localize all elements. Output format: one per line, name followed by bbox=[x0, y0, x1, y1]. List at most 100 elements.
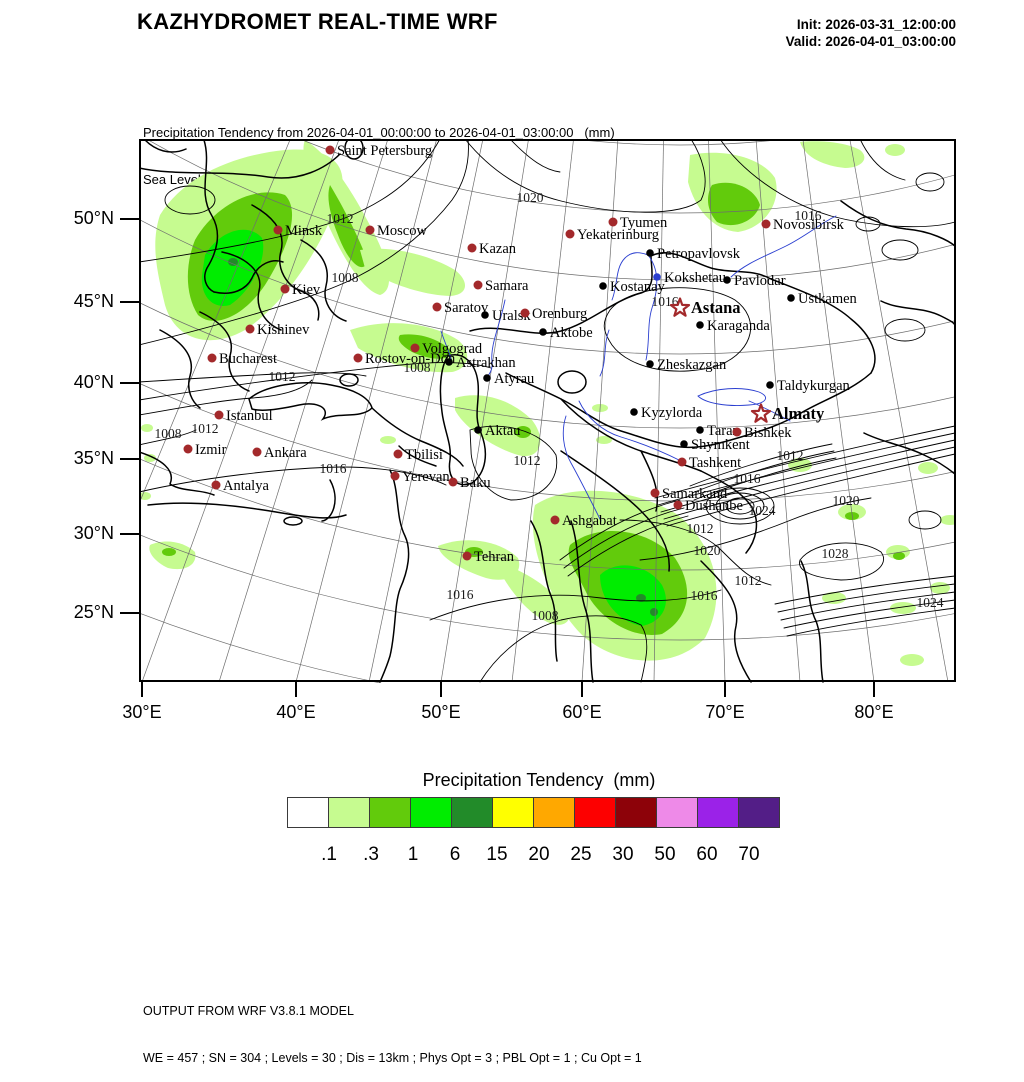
country-border bbox=[147, 502, 347, 519]
city-marker-ankara bbox=[252, 447, 262, 457]
city-marker-shymkent bbox=[680, 440, 688, 448]
pressure-contour-loop bbox=[915, 172, 945, 192]
city-label-karaganda: Karaganda bbox=[707, 318, 770, 334]
city-marker-kyzylorda bbox=[630, 408, 638, 416]
city-marker-orenburg bbox=[520, 308, 530, 318]
x-axis-tick bbox=[724, 682, 726, 697]
precip-patch-light bbox=[885, 144, 905, 156]
city-marker-astana bbox=[669, 297, 691, 317]
country-border bbox=[144, 139, 187, 153]
y-axis-label: 50°N bbox=[73, 208, 114, 228]
valid-time: Valid: 2026-04-01_03:00:00 bbox=[785, 34, 956, 49]
city-label-ashgabat: Ashgabat bbox=[562, 513, 617, 529]
city-label-dushanbe: Dushanbe bbox=[685, 498, 743, 514]
city-label-astrakhan: Astrakhan bbox=[456, 355, 516, 371]
country-border bbox=[863, 432, 956, 475]
x-axis-label: 30°E bbox=[122, 702, 162, 722]
y-axis-tick bbox=[120, 382, 139, 384]
country-border bbox=[139, 451, 215, 496]
country-border bbox=[300, 239, 347, 322]
model-info-line2: WE = 457 ; SN = 304 ; Levels = 30 ; Dis … bbox=[143, 1050, 642, 1065]
city-marker-baku bbox=[448, 477, 458, 487]
pressure-contour bbox=[139, 139, 441, 263]
legend-color-box-11 bbox=[738, 797, 780, 828]
legend-color-box-2 bbox=[369, 797, 411, 828]
city-label-kazan: Kazan bbox=[479, 241, 517, 257]
pressure-contour bbox=[479, 615, 648, 683]
river bbox=[697, 388, 767, 406]
city-marker-yerevan bbox=[390, 471, 400, 481]
river bbox=[485, 299, 506, 379]
run-times: Init: 2026-03-31_12:00:00 Valid: 2026-04… bbox=[600, 16, 956, 50]
country-border bbox=[213, 260, 284, 294]
pressure-label-1012: 1012 bbox=[735, 573, 762, 588]
pressure-contour bbox=[509, 139, 561, 173]
city-label-antalya: Antalya bbox=[223, 478, 269, 494]
city-label-istanbul: Istanbul bbox=[226, 408, 273, 424]
pressure-contour bbox=[139, 466, 447, 493]
city-marker-novosibirsk bbox=[761, 219, 771, 229]
precip-patch-light bbox=[930, 582, 950, 594]
country-border bbox=[700, 470, 758, 554]
city-label-zheskazgan: Zheskazgan bbox=[657, 357, 727, 373]
city-marker-istanbul bbox=[214, 410, 224, 420]
country-border bbox=[840, 200, 956, 247]
legend-color-box-6 bbox=[533, 797, 575, 828]
pressure-label-1020: 1020 bbox=[517, 190, 544, 205]
city-label-almaty: Almaty bbox=[772, 404, 825, 423]
parallel-65n bbox=[571, 139, 789, 146]
precip-patch-mid bbox=[515, 426, 531, 438]
parallel-50n bbox=[139, 218, 956, 355]
precip-patch-bright bbox=[201, 229, 264, 306]
map-layers: 1020 1012 1008 1016 1016 1008 1012 1012 1008 1016… bbox=[139, 139, 956, 683]
precip-patch-light bbox=[800, 141, 865, 168]
pressure-contour bbox=[786, 607, 956, 637]
legend-tick-label: 15 bbox=[486, 844, 508, 865]
city-label-tehran: Tehran bbox=[474, 549, 515, 565]
city-marker-tashkent bbox=[677, 457, 687, 467]
country-border bbox=[321, 479, 336, 522]
legend-tick-label: 30 bbox=[612, 844, 634, 865]
pressure-label-1012: 1012 bbox=[514, 453, 541, 468]
city-label-saint-petersburg: Saint Petersburg bbox=[337, 143, 432, 159]
country-border bbox=[640, 450, 659, 512]
city-marker-yekaterinburg bbox=[565, 229, 575, 239]
city-label-tbilisi: Tbilisi bbox=[405, 447, 443, 463]
legend-color-box-10 bbox=[697, 797, 739, 828]
legend-tick-label: 70 bbox=[738, 844, 760, 865]
pressure-contour bbox=[559, 499, 681, 561]
field-line-precip: Precipitation Tendency from 2026-04-01_0… bbox=[143, 125, 615, 140]
city-marker-karaganda bbox=[696, 321, 704, 329]
city-label-minsk: Minsk bbox=[285, 223, 323, 239]
precip-patch-light bbox=[144, 454, 156, 462]
meridian-35e bbox=[218, 139, 389, 683]
pressure-label-1016: 1016 bbox=[691, 588, 718, 603]
precip-patch-mid bbox=[328, 185, 368, 268]
precip-patch-light bbox=[380, 436, 396, 444]
city-label-izmir: Izmir bbox=[195, 442, 227, 458]
pressure-label-1028: 1028 bbox=[822, 546, 849, 561]
y-axis-tick bbox=[120, 533, 139, 535]
city-label-volgograd: Volgograd bbox=[422, 341, 483, 357]
country-border bbox=[439, 354, 487, 486]
city-label-tashkent: Tashkent bbox=[689, 455, 741, 471]
pressure-contour bbox=[691, 450, 835, 494]
pressure-contour bbox=[139, 429, 197, 446]
meridian-75e bbox=[755, 139, 801, 683]
pressure-contour-loop bbox=[855, 216, 881, 232]
city-marker-pavlodar bbox=[723, 276, 731, 284]
city-marker-ustkamen bbox=[787, 294, 795, 302]
city-marker-petropavlovsk bbox=[646, 249, 654, 257]
pressure-label-1012: 1012 bbox=[192, 421, 219, 436]
river bbox=[748, 400, 791, 422]
city-marker-taraz bbox=[696, 426, 704, 434]
city-marker-volgograd bbox=[410, 343, 420, 353]
city-label-astana: Astana bbox=[691, 298, 741, 317]
city-label-moscow: Moscow bbox=[377, 223, 427, 239]
city-marker-dushanbe bbox=[673, 500, 683, 510]
legend-title: Precipitation Tendency (mm) bbox=[422, 770, 656, 790]
city-label-yerevan: Yerevan bbox=[402, 469, 450, 485]
meridian-40e bbox=[295, 139, 438, 683]
precip-patch-light bbox=[360, 248, 466, 296]
city-label-ustkamen: Ustkamen bbox=[798, 291, 858, 307]
